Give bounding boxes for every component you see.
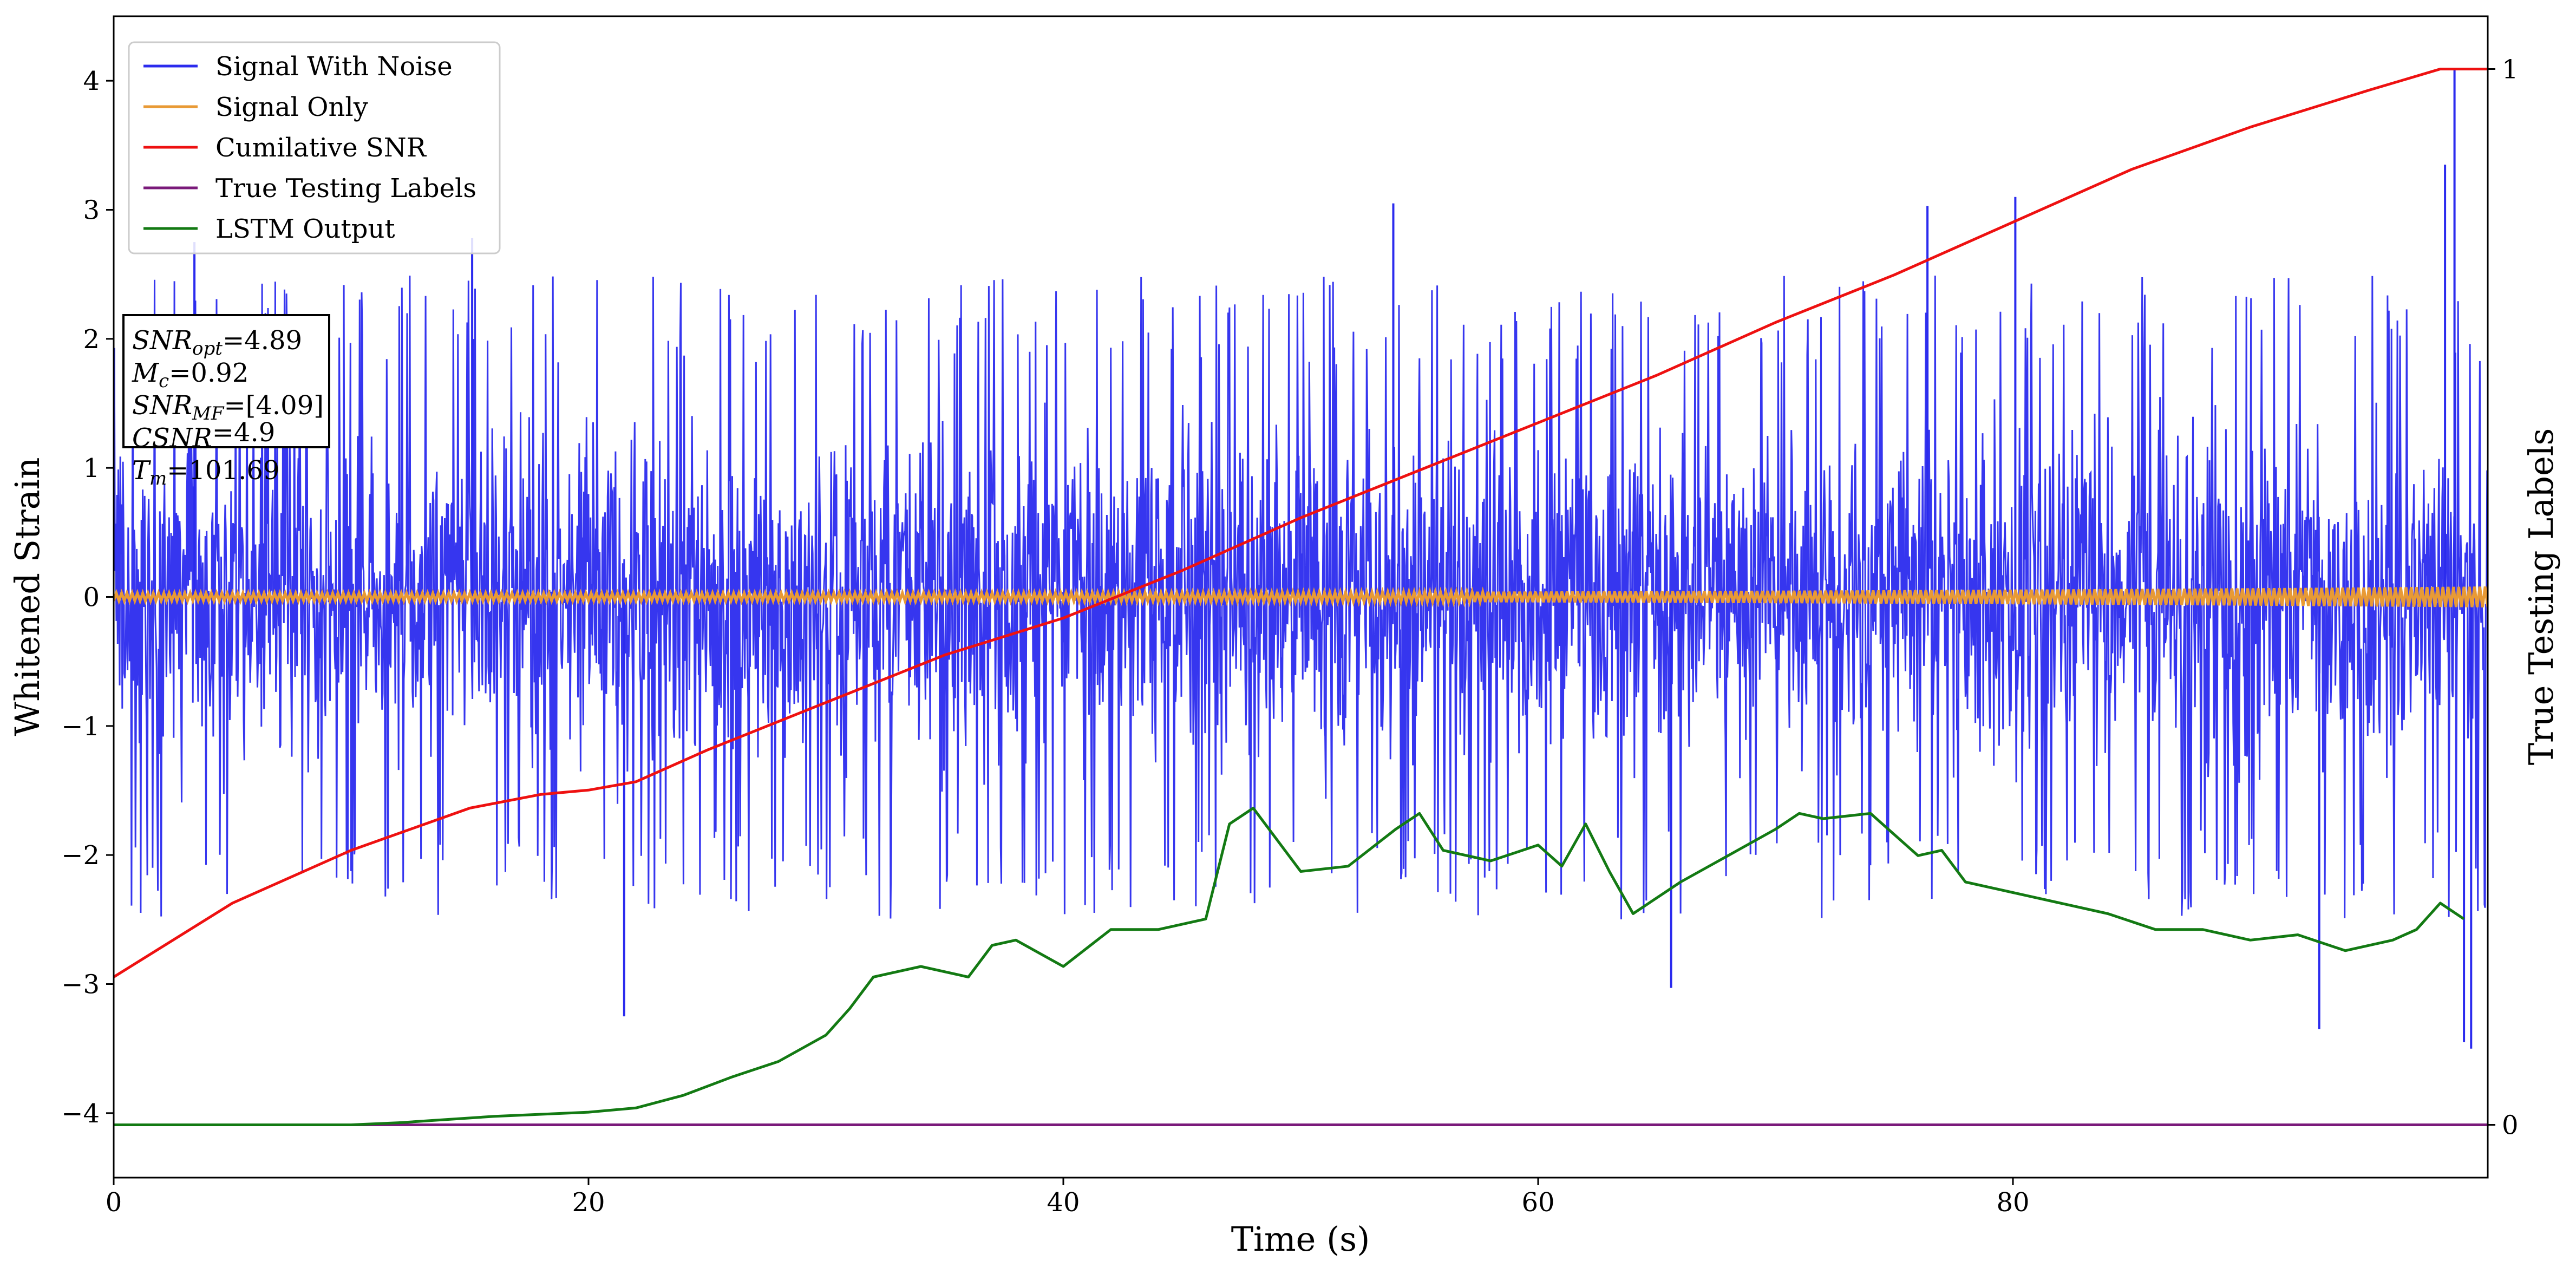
legend-label-signal-only: Signal Only <box>215 92 368 122</box>
annotation-frame <box>122 314 330 448</box>
annotation-snr-opt: SNRopt=4.89 <box>132 325 302 360</box>
anno-sub: opt <box>192 338 223 360</box>
y-tick-label: 2 <box>83 324 100 355</box>
legend-label-signal-with-noise: Signal With Noise <box>215 51 453 82</box>
x-tick-label: 60 <box>1521 1187 1554 1218</box>
y-tick-label: −3 <box>61 970 100 1000</box>
annotation-tm: Tm=101.69 <box>132 455 279 489</box>
anno-value: =101.69 <box>167 455 279 486</box>
y2-axis-title: True Testing Labels <box>2521 428 2561 766</box>
y-tick-label: 4 <box>83 66 100 96</box>
y-axis-title: Whitened Strain <box>8 458 47 736</box>
annotation-snr-mf: SNRMF=[4.09] <box>132 390 324 424</box>
anno-main: T <box>132 455 151 486</box>
legend: Signal With Noise Signal Only Cumilative… <box>128 41 501 254</box>
anno-sub: c <box>159 370 169 392</box>
annotation-mc: Mc=0.92 <box>132 358 249 392</box>
x-tick-label: 0 <box>106 1187 122 1218</box>
x-axis-title: Time (s) <box>1231 1219 1370 1259</box>
plot-area <box>114 68 2488 1126</box>
parameter-annotation: SNRopt=4.89 Mc=0.92 SNRMF=[4.09] CSNR=4.… <box>122 314 330 489</box>
anno-main: SNR <box>132 325 192 356</box>
anno-main: M <box>132 358 160 388</box>
series-line-signal-with-noise <box>114 276 2488 920</box>
y-tick-label: 0 <box>83 583 100 613</box>
series-line-signal-only <box>114 586 2488 607</box>
anno-value: =[4.09] <box>224 390 324 421</box>
y-tick-label: −1 <box>61 711 100 742</box>
legend-label-true-testing-labels: True Testing Labels <box>215 173 476 204</box>
series-line-cumilative-snr <box>114 68 2488 978</box>
anno-value: =4.9 <box>212 417 276 448</box>
y-tick-label: 1 <box>83 453 100 484</box>
y-tick-label: −4 <box>61 1099 100 1129</box>
series-line-lstm-output <box>114 807 2465 1126</box>
legend-label-lstm-output: LSTM Output <box>215 214 395 244</box>
x-tick-label: 40 <box>1047 1187 1080 1218</box>
y2-tick-label: 1 <box>2502 55 2519 85</box>
y-tick-label: 3 <box>83 195 100 226</box>
legend-label-cumulative-snr: Cumilative SNR <box>215 133 427 163</box>
anno-value: =0.92 <box>169 358 249 388</box>
y2-tick-label: 0 <box>2502 1110 2519 1141</box>
x-tick-label: 20 <box>572 1187 605 1218</box>
legend-frame <box>128 41 501 254</box>
anno-main: SNR <box>132 390 192 421</box>
anno-main: CSNR <box>132 423 212 453</box>
x-tick-label: 80 <box>1996 1187 2029 1218</box>
annotation-csnr: CSNR=4.9 <box>132 417 275 453</box>
y-tick-label: −2 <box>61 840 100 871</box>
anno-value: =4.89 <box>223 325 302 356</box>
anno-sub: m <box>149 468 167 489</box>
anno-sub: MF <box>192 403 225 424</box>
